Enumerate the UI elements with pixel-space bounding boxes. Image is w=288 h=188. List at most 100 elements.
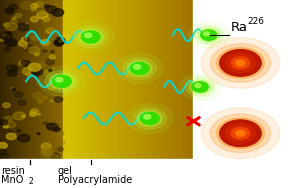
Circle shape [123,58,156,79]
Text: Polyacrylamide: Polyacrylamide [58,175,132,185]
Bar [24,0,25,161]
Bar [57,0,58,161]
Bar [168,0,170,161]
Bar [75,0,76,161]
Circle shape [11,88,14,89]
Circle shape [49,55,56,59]
Circle shape [0,149,7,155]
Bar [116,0,118,161]
Circle shape [52,9,64,16]
Circle shape [54,37,65,44]
Bar [140,0,141,161]
Circle shape [137,110,162,127]
Circle shape [51,51,54,53]
Circle shape [22,68,33,75]
Circle shape [7,70,17,76]
Circle shape [85,33,92,38]
Circle shape [31,70,39,75]
Bar [179,0,180,161]
Circle shape [2,34,5,37]
Circle shape [12,17,16,20]
Bar [11,0,12,161]
Bar [46,0,48,161]
Bar [102,0,104,161]
Bar [120,0,122,161]
Bar [105,0,106,161]
Bar [166,0,167,161]
Bar [92,0,93,161]
Bar [30,0,31,161]
Text: 2: 2 [29,177,33,186]
Circle shape [38,99,43,103]
Bar [161,0,162,161]
Bar [115,0,117,161]
Bar [12,0,13,161]
Bar [163,0,164,161]
Bar [111,0,113,161]
Bar [176,0,177,161]
Bar [118,0,119,161]
Circle shape [195,83,201,87]
Text: MnO: MnO [1,175,24,185]
Circle shape [192,82,208,92]
Bar [189,0,190,161]
Bar [53,0,54,161]
Bar [5,0,6,161]
Circle shape [29,47,40,54]
Circle shape [130,62,149,74]
Circle shape [201,38,280,88]
Bar [10,0,11,161]
Bar [98,0,100,161]
Bar [4,0,5,161]
Circle shape [48,78,56,82]
Circle shape [9,5,17,10]
Bar [7,0,8,161]
Bar [2,0,3,161]
Circle shape [41,39,50,45]
Circle shape [37,113,40,115]
Circle shape [46,28,55,33]
Bar [173,0,175,161]
Circle shape [18,40,27,46]
Bar [156,0,157,161]
Bar [154,0,156,161]
Circle shape [180,74,220,100]
Circle shape [4,116,13,122]
Circle shape [133,108,166,129]
Bar [90,0,92,161]
Bar [34,0,35,161]
Bar [33,0,34,161]
Circle shape [0,143,7,149]
Circle shape [22,44,33,51]
Bar [50,0,51,161]
Circle shape [0,153,9,160]
Circle shape [45,71,79,92]
Bar [74,0,75,161]
Circle shape [28,63,41,71]
Bar [40,0,41,161]
Bar [66,0,67,161]
Bar [61,0,62,161]
Circle shape [58,147,64,151]
Circle shape [74,26,107,48]
Bar [177,0,179,161]
Circle shape [42,49,47,52]
Bar [58,0,59,161]
Circle shape [41,149,53,156]
Circle shape [194,26,223,45]
Bar [49,0,50,161]
Circle shape [127,60,152,77]
Bar [101,0,102,161]
Bar [42,0,43,161]
Circle shape [37,133,40,135]
Bar [0,0,1,161]
Circle shape [30,17,39,22]
Bar [62,0,63,161]
Circle shape [23,46,27,49]
Circle shape [38,11,46,16]
Bar [22,0,23,161]
Bar [3,0,4,161]
Bar [149,0,150,161]
Bar [80,0,82,161]
Bar [114,0,115,161]
